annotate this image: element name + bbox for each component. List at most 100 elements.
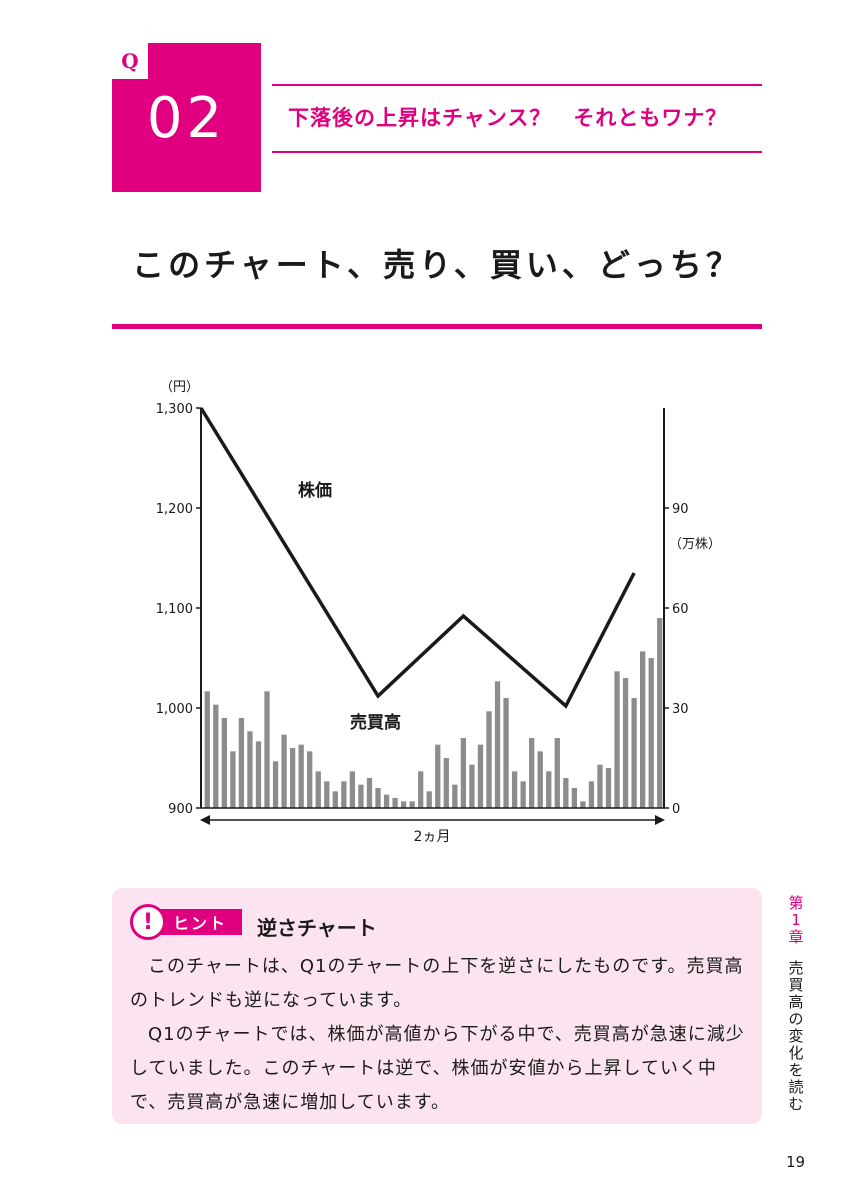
volume-bar: [605, 768, 612, 808]
volume-bar: [366, 778, 373, 808]
volume-bar: [503, 698, 509, 808]
price-tick-label: 1,000: [156, 702, 193, 717]
hint-paragraph: このチャートは、Q1のチャートの上下を逆さにしたものです。売買高のトレンドも逆に…: [130, 956, 744, 1011]
volume-bar: [307, 751, 313, 808]
volume-bar: [409, 801, 415, 808]
heading-rule: [112, 324, 762, 329]
volume-bar: [588, 781, 595, 808]
price-tick-label: 1,200: [156, 502, 193, 517]
volume-bar: [631, 698, 637, 808]
volume-bar: [400, 801, 407, 808]
volume-bar: [494, 681, 501, 808]
volume-bar: [614, 671, 620, 808]
chapter-title-char: を: [788, 1061, 804, 1079]
volume-bar: [255, 741, 262, 808]
volume-bar: [272, 761, 279, 808]
volume-bar: [452, 784, 458, 808]
chapter-title-char: の: [788, 1010, 804, 1028]
volume-bar: [289, 748, 296, 808]
q-tag: Q: [112, 43, 148, 79]
volume-unit-label: （万株）: [669, 537, 721, 552]
volume-bar: [230, 751, 236, 808]
chapter-title-char: 高: [788, 993, 804, 1011]
volume-bar: [571, 788, 577, 808]
volume-bar: [247, 731, 253, 808]
volume-bar: [486, 711, 492, 808]
exclamation-icon: !: [130, 904, 166, 940]
volume-bar: [443, 758, 449, 808]
volume-bar: [511, 771, 518, 808]
volume-bar: [204, 691, 210, 808]
question-box: Q 02: [112, 43, 261, 192]
page-heading: このチャート、売り、買い、どっち？: [132, 246, 742, 284]
period-arrow-right-head: [655, 815, 665, 825]
volume-bar: [332, 791, 338, 808]
volume-bar: [657, 618, 663, 808]
volume-bar: [213, 704, 219, 808]
chapter-title-char: 変: [788, 1027, 804, 1045]
volume-bar: [477, 744, 484, 808]
volume-bar: [324, 781, 330, 808]
hint-badge: ! ヒント: [130, 904, 260, 940]
hint-title: 逆さチャート: [257, 916, 377, 940]
question-number: 02: [146, 86, 227, 151]
volume-bar: [435, 744, 441, 808]
chapter-title: 売 買 高 の 変 化 を 読 む: [786, 960, 806, 1113]
volume-bar: [418, 771, 424, 808]
chapter-char: 第: [788, 894, 804, 912]
chapter-char: 章: [788, 928, 804, 946]
volume-bar: [580, 801, 586, 808]
volume-bar: [383, 794, 390, 808]
price-unit-label: （円）: [160, 380, 199, 395]
page-number: 19: [786, 1153, 806, 1171]
price-line: [199, 407, 636, 709]
volume-tick-label: 90: [672, 502, 689, 517]
volume-bar: [392, 798, 398, 808]
chapter-char: 1: [791, 911, 801, 929]
volume-bar: [264, 691, 270, 808]
volume-bar: [460, 738, 467, 808]
hint-paragraph: Q1のチャートでは、株価が高値から下がる中で、売買高が急速に減少していました。こ…: [130, 1024, 745, 1113]
volume-bar: [341, 781, 347, 808]
subtitle-bottom-rule: [272, 151, 762, 153]
hint-box: ! ヒント 逆さチャート このチャートは、Q1のチャートの上下を逆さにしたもので…: [112, 888, 762, 1124]
chapter-sidebar: 第 1 章 売 買 高 の 変 化 を 読 む: [786, 895, 806, 1113]
volume-series-label: 売買高: [350, 712, 401, 733]
volume-bars: [204, 618, 663, 808]
volume-bar: [520, 781, 526, 808]
volume-bar: [546, 771, 552, 808]
hint-label: ヒント: [158, 909, 242, 935]
hint-body: このチャートは、Q1のチャートの上下を逆さにしたものです。売買高のトレンドも逆に…: [130, 950, 746, 1120]
question-subtitle: 下落後の上昇はチャンス？ それともワナ？: [288, 106, 728, 130]
volume-bar: [358, 784, 364, 808]
volume-bar: [469, 764, 475, 808]
volume-tick-label: 60: [672, 602, 689, 617]
volume-bar: [238, 718, 245, 808]
volume-bar: [622, 678, 629, 808]
volume-bar: [529, 738, 535, 808]
volume-tick-label: 30: [672, 702, 689, 717]
volume-bar: [349, 771, 356, 808]
price-tick-label: 1,300: [156, 402, 193, 417]
volume-bar: [298, 744, 304, 808]
price-tick-label: 900: [168, 802, 193, 817]
price-series-label: 株価: [298, 480, 332, 501]
volume-bar: [281, 734, 287, 808]
volume-bar: [537, 751, 543, 808]
chapter-title-char: 読: [788, 1078, 804, 1096]
volume-tick-label: 0: [672, 802, 680, 817]
volume-bar: [426, 791, 432, 808]
volume-bar: [563, 778, 569, 808]
period-arrow-left-head: [200, 815, 210, 825]
subtitle-top-rule: [272, 84, 762, 86]
volume-bar: [315, 771, 321, 808]
chapter-title-char: 化: [788, 1044, 804, 1062]
chapter-title-char: む: [788, 1095, 804, 1113]
volume-bar: [221, 718, 227, 808]
volume-bar: [640, 651, 646, 808]
price-volume-chart: 1,300 1,200 1,100 1,000 900 90 60 30 0 （円） （万株）…: [156, 380, 721, 845]
period-label: 2ヵ月: [414, 829, 451, 845]
chapter-title-char: 買: [788, 976, 804, 994]
volume-bar: [597, 764, 603, 808]
volume-bar: [648, 658, 654, 808]
